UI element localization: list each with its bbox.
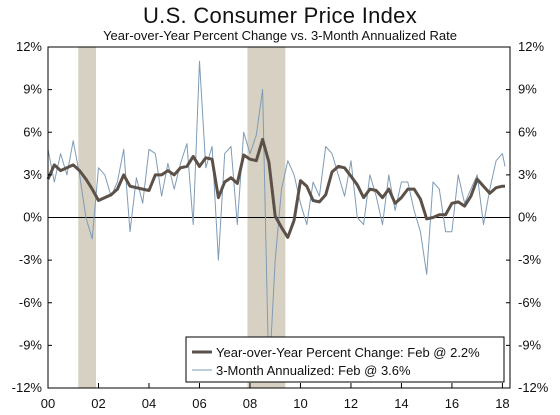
y-tick-label-right: 3%	[518, 167, 537, 182]
y-tick-label-left: -12%	[12, 380, 43, 395]
x-tick-label: 02	[91, 396, 105, 411]
legend-label-yoy: Year-over-Year Percent Change: Feb @ 2.2…	[216, 345, 480, 360]
x-tick-label: 06	[192, 396, 206, 411]
y-tick-label-left: -3%	[19, 252, 43, 267]
y-tick-label-right: -9%	[518, 337, 542, 352]
yoy-series-line	[46, 137, 505, 239]
y-tick-label-left: 3%	[23, 167, 42, 182]
x-tick-label: 10	[293, 396, 307, 411]
y-tick-label-right: 0%	[518, 210, 537, 225]
y-tick-label-left: 6%	[23, 124, 42, 139]
y-tick-label-left: -9%	[19, 337, 43, 352]
x-tick-label: 12	[344, 396, 358, 411]
legend-label-annualized: 3-Month Annualized: Feb @ 3.6%	[216, 363, 411, 378]
y-tick-label-right: 12%	[518, 39, 544, 54]
x-tick-label: 14	[394, 396, 408, 411]
legend-box	[185, 336, 505, 383]
x-tick-label: 08	[243, 396, 257, 411]
y-tick-label-left: 9%	[23, 82, 42, 97]
x-tick-label: 00	[41, 396, 55, 411]
y-tick-label-left: 12%	[16, 39, 42, 54]
y-tick-label-left: -6%	[19, 295, 43, 310]
y-tick-label-right: 6%	[518, 124, 537, 139]
y-tick-label-right: 9%	[518, 82, 537, 97]
chart-subtitle: Year-over-Year Percent Change vs. 3-Mont…	[103, 28, 457, 43]
y-tick-label-left: 0%	[23, 210, 42, 225]
x-tick-label: 04	[142, 396, 156, 411]
x-tick-label: 18	[495, 396, 509, 411]
y-tick-label-right: -6%	[518, 295, 542, 310]
y-tick-label-right: -12%	[518, 380, 549, 395]
y-tick-label-right: -3%	[518, 252, 542, 267]
chart-title: U.S. Consumer Price Index	[142, 3, 418, 28]
x-tick-label: 16	[445, 396, 459, 411]
